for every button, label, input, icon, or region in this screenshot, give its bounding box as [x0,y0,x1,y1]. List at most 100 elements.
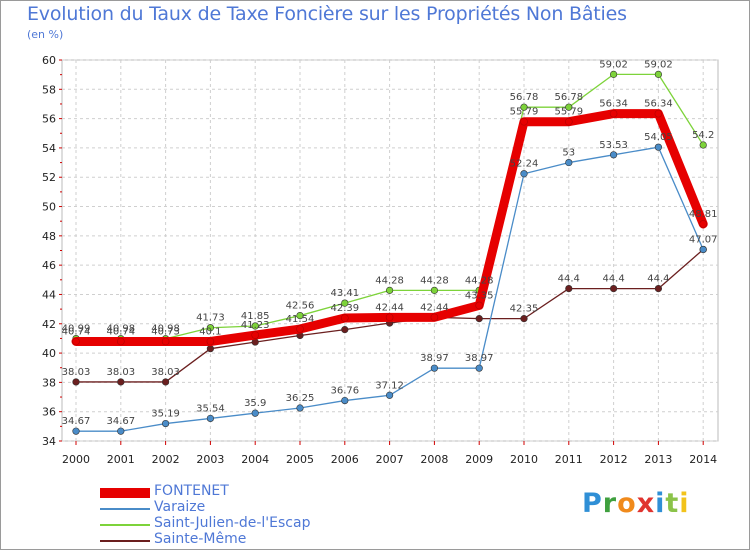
y-tick-label: 48 [42,230,56,243]
data-point-fontenet [609,109,618,118]
data-label-varaize: 38.97 [420,353,449,364]
data-label-varaize: 54.05 [644,132,673,143]
data-label-saint-julien-de-l-escap: 56.78 [554,92,583,103]
data-point-fontenet [654,109,663,118]
data-label-varaize: 35.19 [151,409,180,420]
axis-layer: 34 36 38 40 42 44 46 48 50 52 54 56 58 60 2000 2001 2002… [42,54,717,466]
legend-label-sainte-meme: Sainte-Même [154,531,247,547]
data-label-varaize: 34.67 [106,416,135,427]
x-tick-label: 2000 [62,453,90,466]
data-point-varaize [520,170,528,178]
y-tick-label: 58 [42,83,56,96]
data-label-sainte-m-me: 44.4 [558,274,580,285]
data-point-sainte-m-me [654,285,663,293]
y-tick-label: 36 [42,406,56,419]
data-label-sainte-m-me: 42.35 [510,304,539,315]
data-label-fontenet: 42.44 [375,302,404,313]
data-point-varaize [699,245,707,254]
data-point-saint-julien-de-l-escap [206,324,214,332]
data-point-saint-julien-de-l-escap [565,103,573,111]
data-label-fontenet: 41.54 [286,314,315,325]
data-point-sainte-m-me [475,315,483,323]
data-point-fontenet [161,337,170,346]
data-point-varaize [251,409,259,417]
data-point-sainte-m-me [162,378,170,386]
data-label-fontenet: 42.39 [330,303,359,314]
data-label-fontenet: 55.79 [554,107,583,118]
data-label-saint-julien-de-l-escap: 41.85 [241,311,270,322]
data-point-varaize [609,151,618,159]
data-point-sainte-m-me [206,345,214,353]
x-tick-label: 2008 [420,453,448,466]
data-point-fontenet [296,325,304,333]
data-point-varaize [341,396,349,405]
data-label-saint-julien-de-l-escap: 59.02 [644,59,673,70]
data-label-fontenet: 40.74 [62,327,91,338]
x-tick-label: 2012 [600,453,628,466]
data-label-varaize: 36.76 [330,386,359,397]
data-point-saint-julien-de-l-escap [251,322,259,330]
data-label-varaize: 35.54 [196,403,225,414]
data-label-fontenet: 40.74 [106,327,135,338]
legend-item-saint-julien: Saint-Julien-de-l'Escap [100,515,360,533]
data-label-varaize: 34.67 [62,416,91,427]
legend-swatch-varaize [100,508,150,510]
data-label-saint-julien-de-l-escap: 40.99 [62,324,91,335]
data-label-sainte-m-me: 44.4 [602,274,624,285]
data-point-varaize [565,158,573,167]
data-label-sainte-m-me: 38.03 [62,367,91,378]
x-tick-label: 2006 [331,453,359,466]
x-tick-label: 2014 [689,453,717,466]
legend-swatch-fontenet [100,488,150,498]
y-tick-label: 34 [42,435,56,448]
legend-label-saint-julien: Saint-Julien-de-l'Escap [154,515,311,531]
label-layer: 38.03 38.03 38.03 42.35 44.4 44.4 44.4 47.07 34.… [62,59,718,427]
x-tick-label: 2005 [286,453,314,466]
data-label-saint-julien-de-l-escap: 40.98 [106,324,135,335]
data-label-fontenet: 40.73 [151,327,180,338]
data-label-saint-julien-de-l-escap: 44.28 [375,275,404,286]
legend-label-varaize: Varaize [154,499,206,515]
data-label-saint-julien-de-l-escap: 56.78 [510,92,539,103]
data-label-varaize: 52.24 [510,159,539,170]
data-label-fontenet: 42.44 [420,302,449,313]
data-label-saint-julien-de-l-escap: 40.98 [151,324,180,335]
data-point-saint-julien-de-l-escap [520,103,528,111]
data-point-saint-julien-de-l-escap [430,286,439,294]
data-point-sainte-m-me [609,285,618,293]
data-point-fontenet [564,117,573,126]
data-label-sainte-m-me: 38.03 [106,367,135,378]
data-point-fontenet [699,220,708,228]
data-label-saint-julien-de-l-escap: 44.28 [465,275,494,286]
data-label-fontenet: 56.34 [599,99,628,110]
legend-swatch-saint-julien [100,524,150,526]
data-point-fontenet [251,331,259,339]
data-label-saint-julien-de-l-escap: 54.2 [692,130,714,141]
data-label-sainte-m-me: 44.4 [647,274,669,285]
data-point-varaize [162,419,170,428]
y-axis-unit: (en %) [27,28,64,41]
data-point-sainte-m-me [565,285,573,293]
x-tick-label: 2001 [107,453,135,466]
data-point-fontenet [385,313,394,322]
data-point-varaize [475,364,483,372]
x-tick-label: 2003 [196,453,224,466]
y-tick-label: 42 [42,318,56,331]
y-tick-label: 38 [42,376,56,389]
data-label-fontenet: 43.35 [465,290,494,301]
series-layer [71,70,708,435]
y-tick-label: 40 [42,347,56,360]
y-tick-label: 60 [42,54,56,67]
data-label-saint-julien-de-l-escap: 44.28 [420,275,449,286]
data-label-varaize: 35.9 [244,398,266,409]
data-point-fontenet [340,314,349,322]
legend-swatch-sainte-meme [100,540,150,542]
x-tick-label: 2009 [465,453,493,466]
data-point-fontenet [72,337,80,346]
data-label-varaize: 53.53 [599,140,628,151]
x-tick-label: 2011 [555,453,583,466]
y-tick-label: 50 [42,201,56,214]
data-point-sainte-m-me [117,378,125,386]
